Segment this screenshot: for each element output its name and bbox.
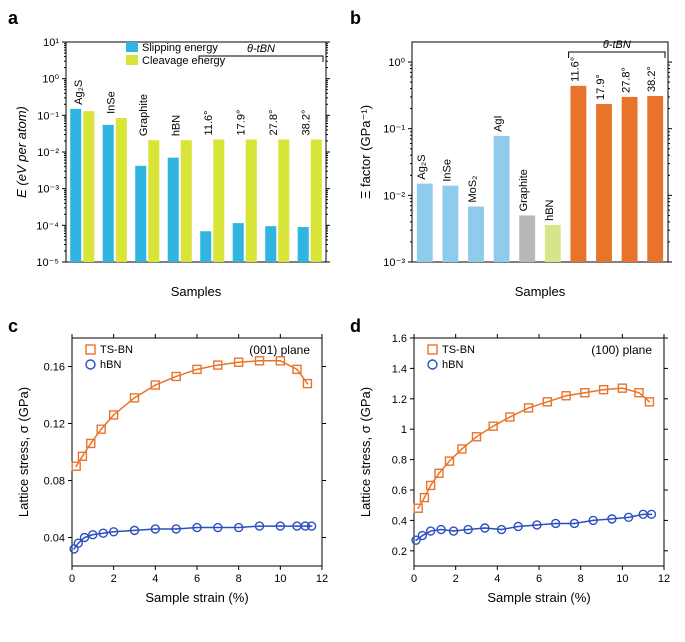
chart-c: 0 2 4 6 8 10 12 0.04 0.08 0.12 0.16 Sample strain (… bbox=[12, 320, 332, 610]
svg-text:Lattice stress, σ (GPa): Lattice stress, σ (GPa) bbox=[358, 387, 373, 517]
svg-text:8: 8 bbox=[578, 573, 584, 585]
svg-text:Lattice stress, σ (GPa): Lattice stress, σ (GPa) bbox=[16, 387, 31, 517]
svg-text:38.2°: 38.2° bbox=[301, 110, 313, 136]
svg-text:2: 2 bbox=[453, 573, 459, 585]
svg-text:12: 12 bbox=[316, 573, 328, 585]
svg-text:MoS₂: MoS₂ bbox=[467, 176, 479, 203]
svg-text:θ-tBN: θ-tBN bbox=[247, 43, 275, 55]
svg-text:0.08: 0.08 bbox=[44, 476, 65, 488]
svg-text:1.6: 1.6 bbox=[392, 333, 407, 345]
chart-a: 10⁻⁵ 10⁻⁴ 10⁻³ 10⁻² 10⁻¹ 10⁰ 10¹ E (eV per atom… bbox=[12, 12, 332, 302]
panel-label-c: c bbox=[8, 316, 18, 337]
svg-text:17.9°: 17.9° bbox=[236, 110, 248, 136]
svg-text:2: 2 bbox=[111, 573, 117, 585]
svg-text:6: 6 bbox=[536, 573, 542, 585]
svg-text:8: 8 bbox=[236, 573, 242, 585]
svg-text:TS-BN: TS-BN bbox=[100, 344, 133, 356]
svg-text:Samples: Samples bbox=[171, 284, 222, 299]
svg-text:10⁻³: 10⁻³ bbox=[383, 257, 405, 269]
panel-label-d: d bbox=[350, 316, 361, 337]
svg-text:17.9°: 17.9° bbox=[595, 74, 607, 100]
svg-text:1.4: 1.4 bbox=[392, 363, 407, 375]
svg-text:Sample strain (%): Sample strain (%) bbox=[487, 590, 590, 605]
svg-text:10⁻²: 10⁻² bbox=[383, 190, 405, 202]
svg-text:TS-BN: TS-BN bbox=[442, 344, 475, 356]
svg-text:10⁻²: 10⁻² bbox=[37, 147, 59, 159]
svg-text:Cleavage energy: Cleavage energy bbox=[142, 55, 226, 67]
svg-text:hBN: hBN bbox=[442, 359, 463, 371]
svg-text:InSe: InSe bbox=[106, 91, 118, 114]
svg-text:11.6°: 11.6° bbox=[569, 57, 581, 82]
svg-text:0.04: 0.04 bbox=[44, 533, 65, 545]
svg-text:(100) plane: (100) plane bbox=[591, 343, 652, 357]
svg-text:Samples: Samples bbox=[515, 284, 566, 299]
svg-text:Ξ factor (GPa⁻¹): Ξ factor (GPa⁻¹) bbox=[358, 105, 373, 199]
svg-text:E (eV per atom): E (eV per atom) bbox=[14, 106, 29, 198]
svg-text:Sample strain (%): Sample strain (%) bbox=[145, 590, 248, 605]
chart-b: 10⁻³ 10⁻² 10⁻¹ 10⁰ Ξ factor (GPa⁻¹) Samples Ag… bbox=[354, 12, 674, 302]
panel-label-b: b bbox=[350, 8, 361, 29]
svg-text:Graphite: Graphite bbox=[518, 169, 530, 211]
svg-text:10⁻⁴: 10⁻⁴ bbox=[36, 220, 59, 232]
panel-b: b 10⁻³10⁻²10⁻¹10⁰Ξ factor (GPa⁻¹)Samples… bbox=[354, 12, 674, 302]
svg-text:0.2: 0.2 bbox=[392, 546, 407, 558]
svg-text:4: 4 bbox=[152, 573, 158, 585]
svg-text:0.12: 0.12 bbox=[44, 419, 65, 431]
panel-c: c 0246810120.040.080.120.16Sample strain… bbox=[12, 320, 332, 610]
svg-text:10: 10 bbox=[616, 573, 628, 585]
svg-text:27.8°: 27.8° bbox=[268, 110, 280, 136]
svg-text:10⁻¹: 10⁻¹ bbox=[37, 110, 59, 122]
svg-text:11.6°: 11.6° bbox=[203, 110, 215, 135]
panel-label-a: a bbox=[8, 8, 18, 29]
svg-text:(001) plane: (001) plane bbox=[249, 343, 310, 357]
svg-text:Graphite: Graphite bbox=[138, 94, 150, 136]
svg-text:1.2: 1.2 bbox=[392, 394, 407, 406]
svg-text:AgI: AgI bbox=[493, 115, 505, 132]
svg-text:10¹: 10¹ bbox=[43, 37, 59, 49]
svg-text:27.8°: 27.8° bbox=[621, 67, 633, 93]
svg-text:hBN: hBN bbox=[171, 115, 183, 136]
svg-text:10⁰: 10⁰ bbox=[42, 74, 59, 86]
svg-text:0.16: 0.16 bbox=[44, 362, 65, 374]
svg-text:10⁰: 10⁰ bbox=[388, 57, 405, 69]
svg-text:38.2°: 38.2° bbox=[646, 66, 658, 92]
svg-text:10: 10 bbox=[274, 573, 286, 585]
svg-text:Slipping energy: Slipping energy bbox=[142, 42, 218, 54]
svg-text:0: 0 bbox=[411, 573, 417, 585]
svg-text:Ag₂S: Ag₂S bbox=[416, 155, 428, 180]
figure-grid: a 10⁻⁵10⁻⁴10⁻³10⁻²10⁻¹10⁰10¹E (eV per at… bbox=[12, 12, 673, 610]
svg-text:0.4: 0.4 bbox=[392, 515, 407, 527]
panel-a: a 10⁻⁵10⁻⁴10⁻³10⁻²10⁻¹10⁰10¹E (eV per at… bbox=[12, 12, 332, 302]
svg-text:InSe: InSe bbox=[441, 159, 453, 182]
svg-text:10⁻¹: 10⁻¹ bbox=[383, 124, 405, 136]
svg-text:Ag₂S: Ag₂S bbox=[73, 80, 85, 105]
svg-text:0: 0 bbox=[69, 573, 75, 585]
svg-text:θ-tBN: θ-tBN bbox=[603, 39, 631, 51]
svg-text:10⁻³: 10⁻³ bbox=[37, 184, 59, 196]
svg-text:10⁻⁵: 10⁻⁵ bbox=[36, 257, 59, 269]
svg-text:hBN: hBN bbox=[100, 359, 121, 371]
svg-text:6: 6 bbox=[194, 573, 200, 585]
svg-text:hBN: hBN bbox=[544, 199, 556, 220]
svg-text:12: 12 bbox=[658, 573, 670, 585]
chart-d: 0 2 4 6 8 10 12 0.2 0.4 0.6 0.8 1 1.2 1.4 1.6 Sample st… bbox=[354, 320, 674, 610]
svg-text:4: 4 bbox=[494, 573, 500, 585]
svg-text:0.6: 0.6 bbox=[392, 485, 407, 497]
panel-d: d 0246810120.20.40.60.811.21.41.6Sample … bbox=[354, 320, 674, 610]
svg-text:0.8: 0.8 bbox=[392, 455, 407, 467]
svg-text:1: 1 bbox=[401, 424, 407, 436]
